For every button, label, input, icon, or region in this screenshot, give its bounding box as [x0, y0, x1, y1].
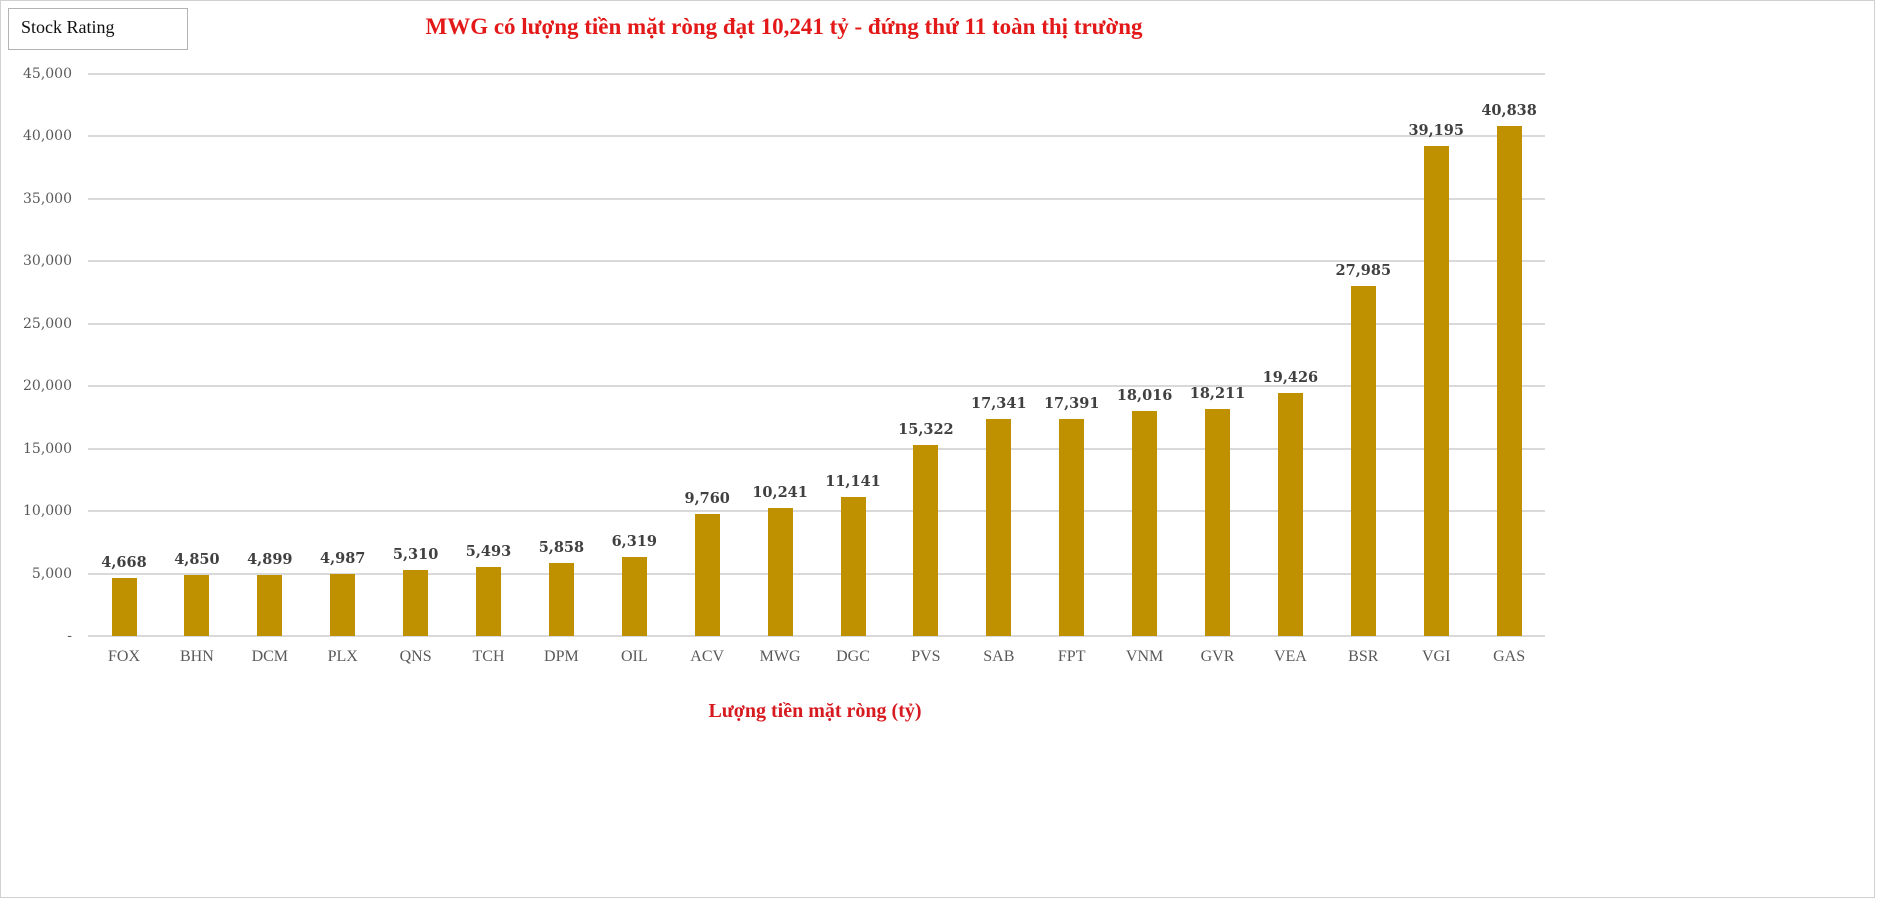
- x-tick-label: TCH: [472, 648, 505, 665]
- x-tick-label: SAB: [983, 648, 1015, 665]
- data-label: 5,858: [538, 538, 585, 556]
- bar-tch: [476, 567, 501, 636]
- x-tick-label: MWG: [759, 648, 801, 665]
- chart-title: MWG có lượng tiền mặt ròng đạt 10,241 tỷ…: [425, 14, 1143, 39]
- x-tick-label: FOX: [107, 648, 140, 665]
- data-label: 4,899: [247, 550, 293, 568]
- bar-fpt: [1059, 418, 1085, 636]
- gridline: [88, 635, 1545, 637]
- y-tick-label: 40,000: [23, 128, 72, 145]
- x-tick-label: GAS: [1493, 648, 1526, 665]
- stock-rating-badge: Stock Rating: [8, 8, 188, 50]
- gridline: [88, 572, 1545, 575]
- stock-rating-label: Stock Rating: [21, 17, 115, 37]
- gridline: [88, 197, 1545, 200]
- data-label: 6,319: [611, 533, 657, 551]
- x-tick-label: VNM: [1125, 648, 1164, 665]
- data-label: 4,668: [101, 553, 147, 571]
- x-tick-label: GVR: [1200, 648, 1235, 665]
- data-label: 10,241: [752, 484, 808, 502]
- gridline: [88, 322, 1545, 325]
- bar-oil: [621, 557, 647, 636]
- y-tick-label: 5,000: [31, 565, 72, 582]
- data-label: 17,391: [1043, 394, 1100, 412]
- data-label: 9,760: [684, 490, 730, 508]
- bar-dcm: [257, 574, 283, 636]
- data-label: 11,141: [825, 472, 881, 490]
- y-tick-label: -: [67, 628, 72, 644]
- y-tick-label: 25,000: [23, 315, 72, 332]
- data-label: 18,016: [1116, 387, 1173, 404]
- bar-bhn: [184, 575, 210, 636]
- x-tick-label: BSR: [1348, 648, 1379, 665]
- y-tick-label: 20,000: [23, 378, 72, 395]
- x-tick-label: VEA: [1273, 648, 1307, 665]
- bar-vnm: [1132, 411, 1158, 636]
- x-tick-label: QNS: [399, 648, 432, 665]
- data-label: 5,310: [392, 545, 439, 563]
- x-axis-title: Lượng tiền mặt ròng (tỷ): [708, 700, 922, 722]
- data-label: 19,426: [1262, 369, 1319, 387]
- bar-fox: [111, 577, 137, 636]
- bar-mwg: [767, 508, 793, 636]
- data-label: 5,493: [465, 543, 512, 561]
- gridline: [88, 510, 1545, 513]
- data-label: 18,211: [1189, 384, 1246, 402]
- gridline: [88, 135, 1545, 138]
- bar-acv: [694, 514, 720, 636]
- x-tick-label: PLX: [327, 648, 358, 665]
- gridline: [88, 447, 1545, 450]
- bar-sab: [986, 419, 1012, 636]
- bar-plx: [330, 573, 356, 636]
- x-tick-label: ACV: [690, 648, 725, 665]
- gridline: [88, 73, 1545, 75]
- bar-qns: [403, 569, 429, 636]
- gridline: [88, 385, 1545, 388]
- x-tick-label: FPT: [1057, 648, 1086, 665]
- y-tick-label: 15,000: [23, 440, 72, 457]
- bar-dpm: [548, 562, 574, 636]
- bar-vgi: [1423, 146, 1449, 636]
- x-tick-label: DCM: [251, 648, 289, 665]
- x-tick-label: DPM: [544, 648, 579, 665]
- gridline: [88, 260, 1545, 263]
- data-label: 27,985: [1335, 262, 1392, 280]
- y-tick-label: 35,000: [23, 190, 72, 207]
- bar-vea: [1277, 393, 1303, 636]
- bar-pvs: [913, 444, 939, 636]
- data-label: 17,341: [971, 395, 1027, 413]
- y-tick-label: 10,000: [23, 503, 72, 520]
- data-label: 4,987: [319, 549, 366, 567]
- x-tick-label: OIL: [620, 648, 648, 665]
- y-tick-label: 30,000: [23, 253, 72, 270]
- data-label: 39,195: [1408, 122, 1464, 140]
- bar-gas: [1496, 125, 1522, 636]
- x-tick-label: PVS: [911, 648, 941, 665]
- data-label: 4,850: [174, 551, 220, 569]
- bar-bsr: [1350, 286, 1376, 636]
- x-tick-label: VGI: [1421, 648, 1451, 665]
- data-label: 15,322: [898, 420, 954, 438]
- bar-dgc: [840, 496, 866, 636]
- bar-gvr: [1205, 408, 1230, 636]
- x-tick-label: DGC: [836, 648, 870, 665]
- x-tick-label: BHN: [180, 648, 214, 665]
- y-tick-label: 45,000: [23, 66, 72, 82]
- data-label: 40,838: [1481, 101, 1537, 119]
